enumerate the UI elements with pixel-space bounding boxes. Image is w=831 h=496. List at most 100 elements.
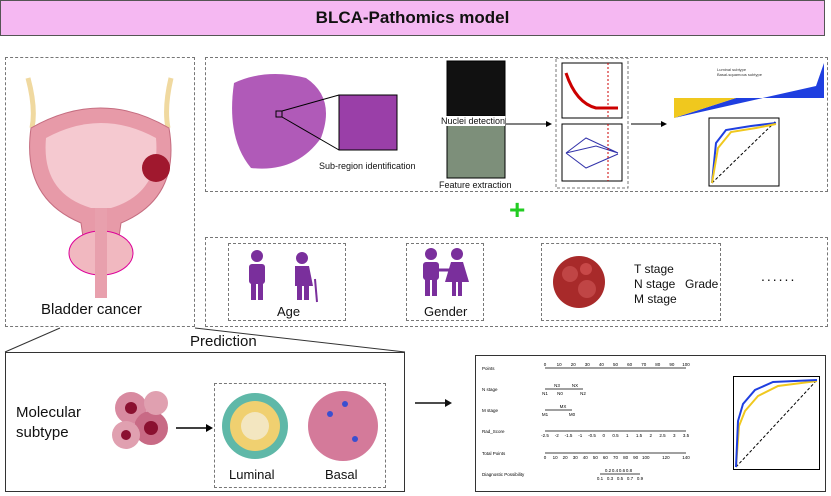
total-points-tick: 100 [642, 455, 650, 460]
basal-label: Basal [325, 467, 358, 482]
points-tick: 20 [571, 362, 577, 367]
tumor-staging-box: T stage N stage M stage Grade [541, 243, 721, 321]
nuclei-label: Nuclei detection [441, 116, 506, 126]
bladder-panel: Bladder cancer [5, 57, 195, 327]
diagnostic-tick: 0.5 [617, 476, 624, 481]
points-tick: 60 [627, 362, 633, 367]
rad-score-tick: 0.5 [612, 433, 619, 438]
total-points-tick: 60 [603, 455, 609, 460]
rad-score-tick: -0.5 [588, 433, 596, 438]
total-points-tick: 40 [583, 455, 589, 460]
rad-score-tick: 3 [673, 433, 676, 438]
nomogram-row-label: Diagnostic Possibility [482, 472, 525, 477]
m-stage-label: M stage [634, 292, 677, 306]
rad-score-tick: 2 [649, 433, 652, 438]
nomogram-row-label: M stage [482, 408, 499, 413]
t-stage-label: T stage [634, 262, 674, 276]
points-tick: 70 [641, 362, 647, 367]
m-stage-tick: M1 [542, 412, 549, 417]
page-title: BLCA-Pathomics model [315, 8, 510, 27]
gender-box: Gender [406, 243, 484, 321]
subtype-illustrations [222, 391, 378, 461]
cell-cluster-icon [112, 391, 213, 449]
points-tick: 10 [557, 362, 563, 367]
rad-score-tick: 2.5 [659, 433, 666, 438]
points-tick: 40 [599, 362, 605, 367]
lasso-path-plot [561, 123, 623, 182]
points-tick: 100 [682, 362, 690, 367]
rad-score-tick: 3.5 [683, 433, 690, 438]
rad-score-tick: 1 [626, 433, 629, 438]
rad-score-tick: 1.5 [636, 433, 643, 438]
total-points-tick: 0 [544, 455, 547, 460]
feature-label: Feature extraction [439, 180, 512, 190]
more-ellipsis: ...... [761, 268, 797, 284]
points-tick: 30 [585, 362, 591, 367]
total-points-tick: 30 [573, 455, 579, 460]
m-stage-tick: MX [560, 404, 567, 409]
lasso-cv-plot [561, 62, 623, 119]
points-tick: 90 [669, 362, 675, 367]
subregion-label: Sub-region identification [319, 161, 416, 171]
total-points-tick: 120 [662, 455, 670, 460]
molecular-subtype-label: Molecular subtype [16, 404, 82, 441]
rad-score-tick: 0 [602, 433, 605, 438]
bladder-cancer-label: Bladder cancer [41, 301, 142, 318]
diagnostic-tick: 0.6 [619, 468, 626, 473]
n-stage-tick: N3 [554, 383, 560, 388]
m-stage-tick: M0 [569, 412, 576, 417]
plus-icon: + [509, 194, 526, 225]
bladder-illustration [25, 77, 174, 298]
clinical-panel: Age Gender T stage N stage M stage Grade… [205, 237, 828, 327]
subtype-box: Luminal Basal [214, 383, 386, 488]
prediction-title: Prediction [190, 333, 257, 350]
tumor-icon [553, 256, 605, 308]
luminal-label: Luminal [229, 467, 275, 482]
rad-score-tick: -1 [578, 433, 582, 438]
points-tick: 50 [613, 362, 619, 367]
wsi-image [232, 74, 326, 169]
n-stage-label: N stage [634, 277, 676, 291]
diagnostic-tick: 0.8 [626, 468, 633, 473]
total-points-tick: 10 [553, 455, 559, 460]
rad-score-tick: -2.5 [541, 433, 549, 438]
total-points-tick: 20 [563, 455, 569, 460]
grade-label: Grade [685, 277, 719, 291]
total-points-tick: 140 [682, 455, 690, 460]
age-people-icon [249, 250, 318, 303]
nomogram: Points N stage M stage Rad_Score Total Point… [482, 362, 690, 481]
diagnostic-tick: 0.9 [637, 476, 644, 481]
rad-score-tick: -1.5 [565, 433, 573, 438]
legend-basal: Basal-squamous subtype [717, 72, 762, 77]
points-tick: 0 [544, 362, 547, 367]
legend-luminal: Luminal subtype [717, 67, 747, 72]
total-points-tick: 80 [623, 455, 629, 460]
gender-people-icon [423, 248, 469, 296]
diagnostic-tick: 0.7 [627, 476, 634, 481]
pipeline-panel: Sub-region identification Nuclei detecti… [205, 57, 828, 192]
age-label: Age [277, 304, 301, 319]
feature-image [446, 117, 506, 179]
diagnostic-tick: 0.4 [612, 468, 619, 473]
nomogram-row-label: Total Points [482, 451, 506, 456]
n-stage-tick: N0 [557, 391, 563, 396]
molecular-subtype-panel: Molecular subtype Luminal Basal [5, 352, 405, 492]
subregion-image [338, 94, 398, 151]
nomogram-row-label: N stage [482, 387, 498, 392]
title-bar: BLCA-Pathomics model [0, 0, 825, 36]
gender-label: Gender [424, 304, 468, 319]
nomogram-row-label: Rad_Score [482, 429, 505, 434]
basal-icon [308, 391, 378, 461]
nuclei-image [446, 60, 506, 117]
n-stage-tick: NX [572, 383, 578, 388]
pipeline-graphics [232, 57, 824, 189]
total-points-tick: 70 [613, 455, 619, 460]
diagnostic-tick: 0.1 [597, 476, 604, 481]
total-points-tick: 50 [593, 455, 599, 460]
points-tick: 80 [655, 362, 661, 367]
rad-score-tick: -2 [555, 433, 559, 438]
n-stage-tick: N2 [580, 391, 586, 396]
nomogram-row-label: Points [482, 366, 495, 371]
total-points-tick: 90 [633, 455, 639, 460]
